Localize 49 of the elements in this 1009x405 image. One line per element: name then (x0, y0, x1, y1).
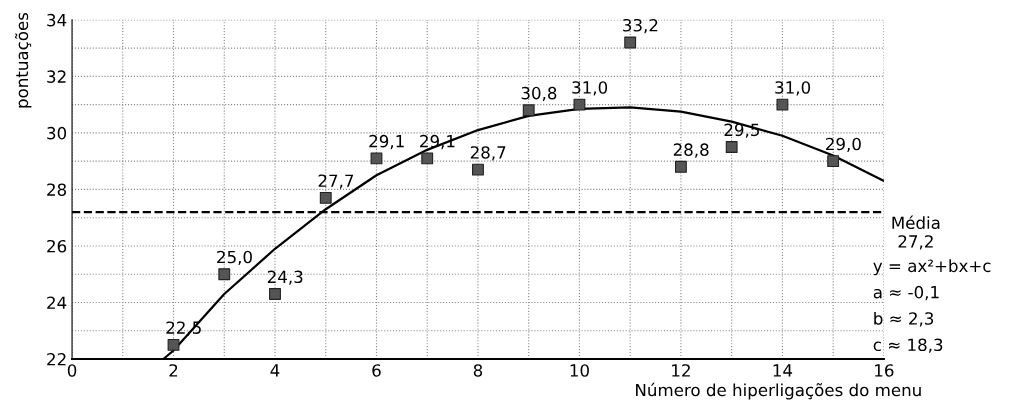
point (624, 36, 637, 49)
y-tick-label: 26 (47, 239, 67, 253)
data-label: 24,3 (267, 270, 303, 285)
point (319, 191, 332, 204)
data-label: 27,7 (318, 174, 354, 189)
y-tick-label: 34 (47, 13, 67, 27)
data-label: 31,0 (572, 81, 608, 96)
annotation: b ≈ 2,3 (874, 311, 934, 327)
point (573, 98, 586, 111)
x-tick-label: 0 (67, 364, 77, 377)
point (776, 98, 789, 111)
data-label: 29,5 (724, 123, 759, 138)
data-label: 28,8 (673, 143, 709, 158)
point (167, 338, 180, 351)
x-tick-label: 4 (270, 364, 280, 377)
point (472, 163, 484, 176)
x-tick-label: 12 (672, 364, 690, 377)
x-axis-title: Número de hiperligações do menu (636, 382, 921, 400)
x-tick-label: 2 (169, 364, 178, 377)
data-label: 29,1 (369, 134, 404, 150)
y-axis-title: pontuações (15, 12, 32, 108)
x-tick-label: 8 (473, 364, 483, 377)
point (370, 152, 383, 165)
x-tick-label: 14 (773, 364, 793, 377)
y-tick-label: 28 (47, 183, 67, 196)
x-tick-label: 10 (570, 364, 589, 377)
data-label: 25,0 (217, 250, 252, 266)
y-tick-label: 24 (47, 296, 67, 309)
annotation: a ≈ -0,1 (873, 285, 939, 301)
ref-line-label: Média 27,2 (892, 215, 940, 250)
x-tick-label: 16 (875, 364, 894, 377)
x-tick-label: 6 (372, 364, 381, 377)
point (421, 152, 434, 165)
point (827, 155, 840, 168)
data-label: 33,2 (623, 18, 658, 34)
y-tick-label: 22 (47, 352, 66, 366)
point (522, 104, 535, 117)
annotation: y = ax²+bx+c (873, 259, 991, 276)
point (725, 141, 738, 153)
y-tick-label: 30 (47, 126, 67, 140)
data-label: 29,0 (826, 137, 861, 152)
point (674, 160, 687, 173)
annotation: c ≈ 18,3 (873, 338, 943, 353)
data-label: 28,7 (470, 146, 506, 161)
data-label: 31,0 (775, 81, 811, 96)
data-label: 30,8 (521, 86, 557, 102)
y-tick-label: 32 (47, 70, 66, 83)
point (218, 268, 231, 281)
point (269, 288, 281, 300)
